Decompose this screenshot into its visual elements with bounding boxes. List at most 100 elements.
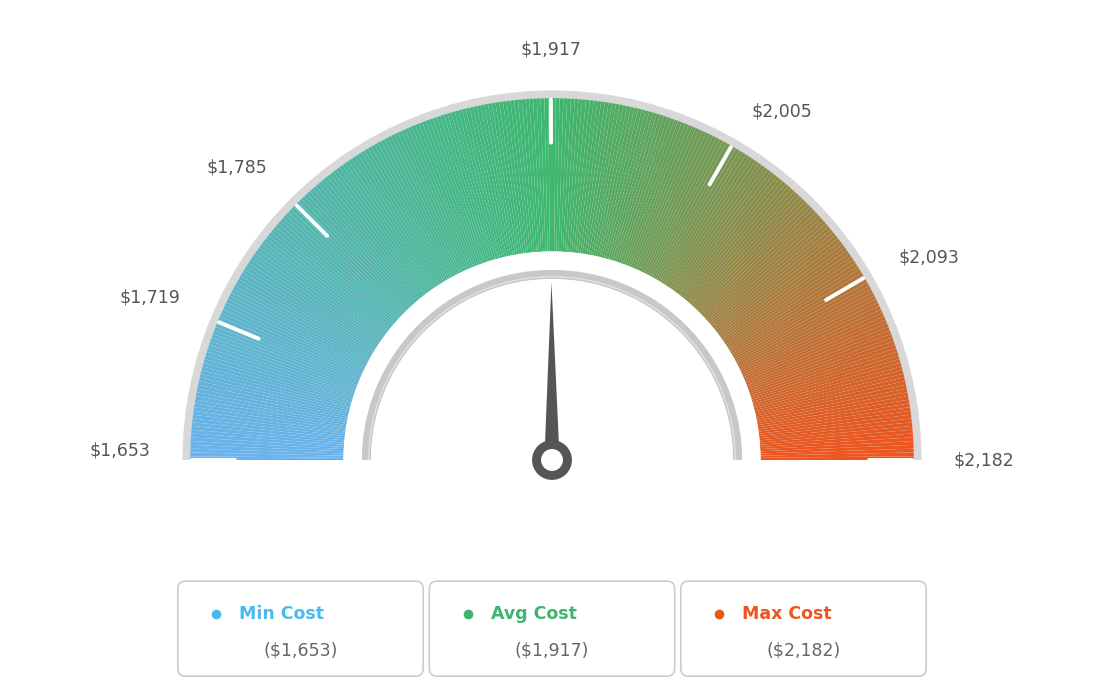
Wedge shape (752, 359, 901, 404)
Wedge shape (371, 145, 449, 279)
Text: $2,005: $2,005 (752, 102, 813, 120)
Wedge shape (312, 186, 416, 304)
Wedge shape (222, 309, 362, 375)
Wedge shape (310, 188, 414, 305)
Wedge shape (678, 172, 774, 295)
Wedge shape (473, 106, 509, 257)
Wedge shape (276, 224, 394, 326)
Wedge shape (321, 179, 421, 299)
Wedge shape (554, 98, 560, 252)
Wedge shape (251, 257, 380, 344)
Wedge shape (734, 282, 869, 359)
Wedge shape (698, 201, 808, 313)
Wedge shape (725, 259, 856, 346)
Wedge shape (710, 224, 828, 326)
Wedge shape (280, 218, 397, 322)
Wedge shape (352, 157, 438, 286)
Text: $2,182: $2,182 (954, 451, 1015, 469)
Wedge shape (378, 141, 454, 277)
Wedge shape (640, 132, 710, 273)
Wedge shape (750, 344, 896, 395)
Wedge shape (232, 289, 369, 364)
Wedge shape (608, 112, 652, 259)
Wedge shape (480, 105, 513, 255)
Wedge shape (637, 130, 702, 270)
Wedge shape (675, 167, 767, 293)
Wedge shape (397, 131, 465, 271)
Wedge shape (627, 122, 686, 266)
Wedge shape (507, 101, 528, 253)
Wedge shape (213, 331, 358, 387)
Wedge shape (570, 99, 586, 253)
Wedge shape (668, 159, 755, 288)
Wedge shape (301, 196, 410, 310)
Wedge shape (514, 100, 532, 253)
Wedge shape (623, 119, 678, 264)
Wedge shape (604, 110, 646, 259)
Wedge shape (705, 215, 821, 320)
Wedge shape (192, 418, 344, 438)
Wedge shape (488, 104, 517, 255)
Wedge shape (753, 366, 902, 408)
Wedge shape (418, 122, 477, 266)
Wedge shape (652, 143, 730, 278)
Wedge shape (190, 453, 343, 458)
Wedge shape (223, 306, 363, 373)
Wedge shape (230, 293, 368, 365)
Wedge shape (758, 411, 911, 434)
Wedge shape (194, 404, 346, 430)
Wedge shape (567, 99, 582, 253)
Wedge shape (722, 250, 849, 341)
Wedge shape (499, 101, 523, 254)
Wedge shape (415, 124, 475, 267)
Wedge shape (756, 388, 907, 421)
Wedge shape (469, 107, 507, 257)
Wedge shape (733, 279, 868, 357)
Wedge shape (606, 110, 649, 259)
Wedge shape (316, 184, 417, 302)
FancyBboxPatch shape (429, 581, 675, 676)
Wedge shape (238, 276, 372, 356)
Wedge shape (259, 244, 384, 337)
Wedge shape (503, 101, 526, 253)
Wedge shape (751, 352, 899, 400)
Wedge shape (394, 132, 464, 273)
Wedge shape (290, 207, 403, 315)
Wedge shape (337, 167, 429, 293)
Wedge shape (358, 152, 442, 284)
Wedge shape (444, 114, 491, 261)
FancyBboxPatch shape (178, 581, 423, 676)
Wedge shape (278, 221, 395, 324)
Wedge shape (529, 99, 541, 252)
Wedge shape (447, 112, 493, 260)
Wedge shape (361, 150, 444, 283)
Wedge shape (191, 441, 343, 451)
Wedge shape (581, 101, 605, 254)
Wedge shape (305, 194, 411, 308)
Wedge shape (758, 404, 910, 430)
Wedge shape (757, 400, 910, 427)
Wedge shape (477, 106, 511, 256)
Wedge shape (440, 115, 490, 262)
Wedge shape (268, 233, 390, 331)
Wedge shape (587, 104, 616, 255)
Wedge shape (746, 327, 890, 385)
Wedge shape (704, 213, 818, 319)
Wedge shape (226, 299, 365, 369)
Wedge shape (723, 253, 851, 343)
Wedge shape (754, 370, 903, 411)
Wedge shape (270, 229, 391, 328)
Wedge shape (235, 282, 370, 359)
Wedge shape (388, 136, 459, 274)
Wedge shape (645, 136, 716, 274)
Wedge shape (343, 251, 761, 460)
Wedge shape (368, 276, 736, 460)
Wedge shape (664, 155, 750, 285)
Wedge shape (190, 456, 343, 460)
Wedge shape (195, 392, 347, 423)
Wedge shape (724, 257, 853, 344)
Wedge shape (209, 341, 355, 393)
Wedge shape (333, 170, 427, 294)
Wedge shape (224, 302, 364, 371)
Wedge shape (687, 184, 788, 302)
